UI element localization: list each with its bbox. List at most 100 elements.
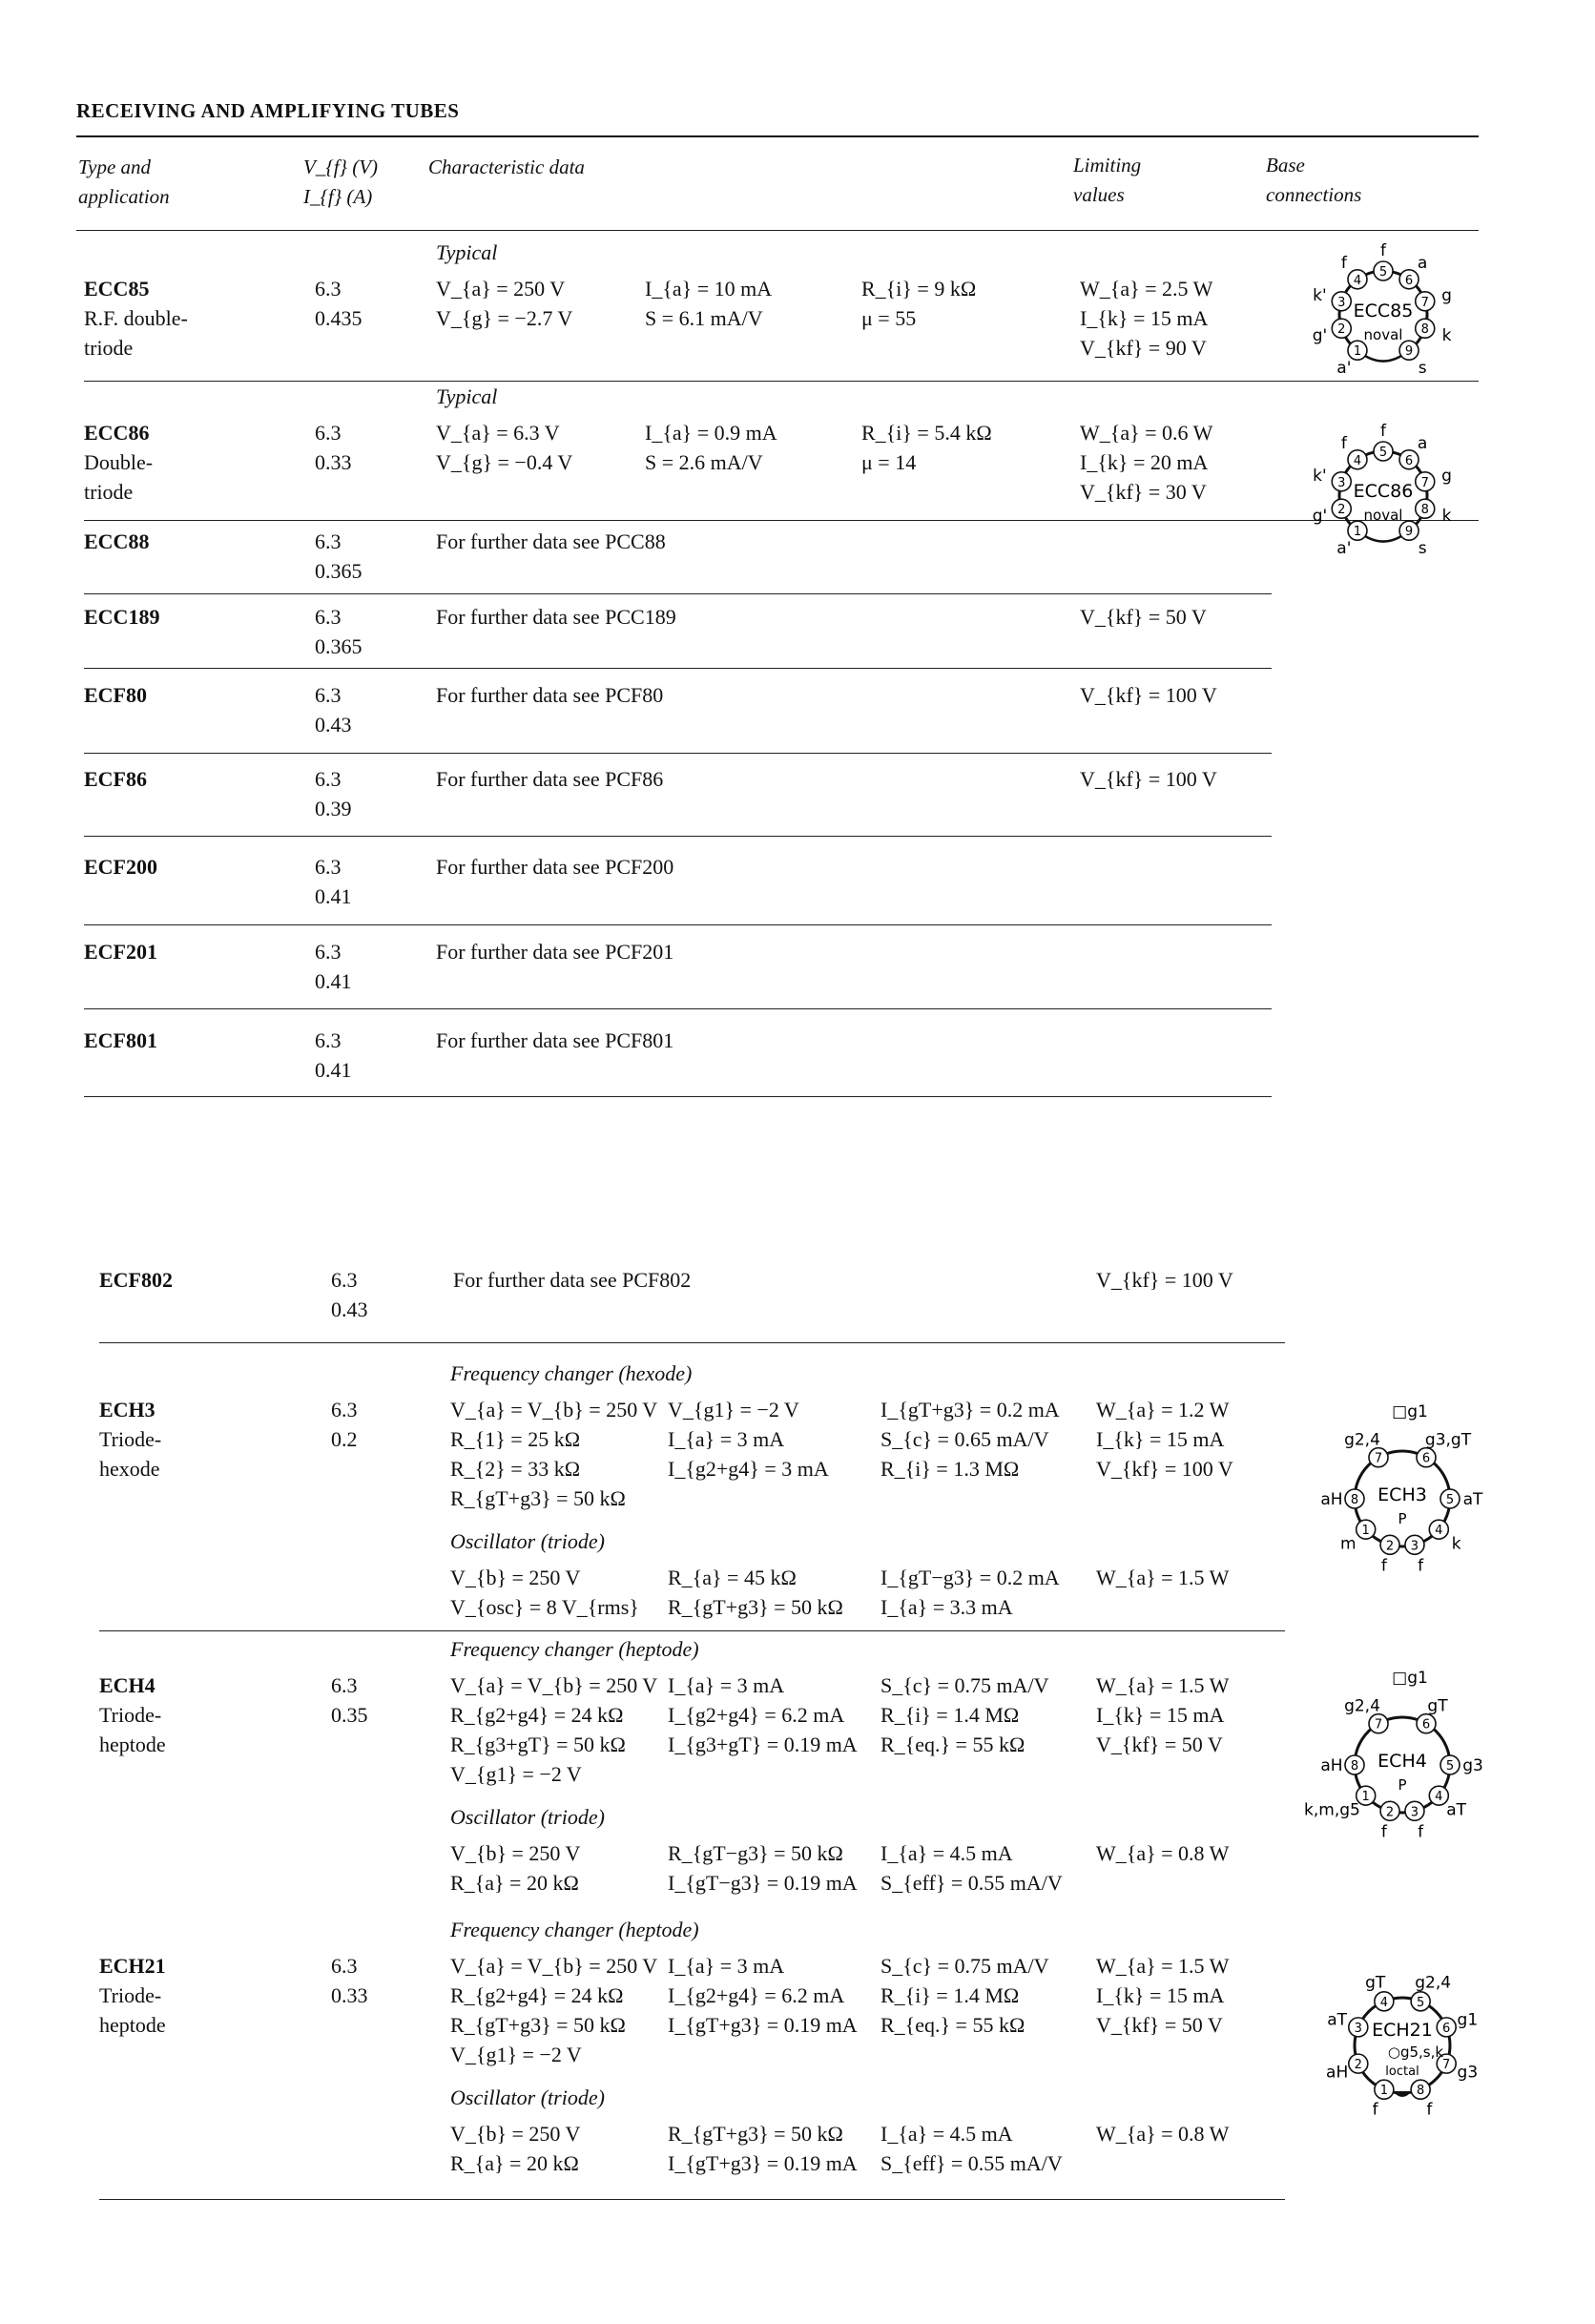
pin-number: 9 bbox=[1405, 344, 1413, 359]
further-data-note: For further data see PCF200 bbox=[436, 855, 674, 879]
pin-number: 7 bbox=[1421, 296, 1429, 310]
pin-3-icon bbox=[1331, 290, 1353, 312]
pin-number: 3 bbox=[1411, 1805, 1419, 1819]
pin-label: k' bbox=[1313, 467, 1327, 486]
row-divider bbox=[84, 753, 1272, 754]
pin-8-icon bbox=[1344, 1754, 1365, 1775]
limiting-value: W_{a} = 0.6 W bbox=[1080, 421, 1213, 445]
limiting-value: V_{kf} = 30 V bbox=[1080, 480, 1207, 504]
pin-label: f bbox=[1380, 422, 1387, 441]
characteristic-value: V_{g1} = −2 V bbox=[668, 1398, 799, 1421]
diagram-base-type: loctal bbox=[1385, 2065, 1419, 2079]
limiting-value: V_{kf} = 90 V bbox=[1080, 336, 1207, 360]
pin-number: 4 bbox=[1435, 1790, 1442, 1804]
characteristic-value: I_{a} = 3 mA bbox=[668, 1427, 785, 1451]
pin-5-icon bbox=[1410, 1991, 1431, 2012]
heater-voltage: 6.3 bbox=[331, 1268, 358, 1292]
header-limiting-line1: Limiting bbox=[1073, 154, 1142, 176]
characteristic-value: I_{gT+g3} = 0.19 mA bbox=[668, 2013, 858, 2037]
heater-voltage: 6.3 bbox=[331, 1398, 358, 1421]
pin-8-icon bbox=[1344, 1488, 1365, 1509]
grid1-top-cap-label: □g1 bbox=[1392, 1669, 1428, 1688]
heater-current: 0.41 bbox=[315, 969, 352, 993]
limiting-value: W_{a} = 2.5 W bbox=[1080, 277, 1213, 301]
pin-label: k' bbox=[1313, 286, 1327, 305]
pin-number: 6 bbox=[1422, 1452, 1430, 1466]
pin-7-icon bbox=[1436, 2053, 1457, 2074]
tube-type: ECF200 bbox=[84, 855, 157, 879]
pin-3-icon bbox=[1348, 2017, 1369, 2038]
characteristic-value: V_{g} = −2.7 V bbox=[436, 306, 573, 330]
heater-voltage: 6.3 bbox=[315, 1028, 342, 1052]
heater-current: 0.435 bbox=[315, 306, 362, 330]
limiting-value: I_{k} = 15 mA bbox=[1096, 1703, 1225, 1727]
pin-number: 3 bbox=[1337, 476, 1345, 490]
characteristic-value: I_{g2+g4} = 3 mA bbox=[668, 1457, 829, 1481]
characteristic-value: V_{a} = V_{b} = 250 V bbox=[450, 1673, 658, 1697]
tube-type: ECC86 bbox=[84, 421, 150, 445]
header-type-application: Type and application bbox=[78, 153, 170, 212]
heater-current: 0.33 bbox=[331, 1983, 368, 2007]
pin-label: g1 bbox=[1458, 2010, 1479, 2029]
row-divider bbox=[84, 381, 1479, 382]
pin-number: 1 bbox=[1362, 1524, 1370, 1538]
tube-application: Triode- bbox=[99, 1427, 162, 1451]
row-divider bbox=[99, 1630, 1285, 1631]
pin-2-icon bbox=[1348, 2053, 1369, 2074]
header-heater: V_{f} (V) I_{f} (A) bbox=[303, 153, 378, 212]
characteristic-value: I_{a} = 10 mA bbox=[645, 277, 773, 301]
characteristic-value: S_{eff} = 0.55 mA/V bbox=[880, 2151, 1063, 2175]
diagram-base-type: noval bbox=[1364, 326, 1403, 343]
characteristic-value: V_{g1} = −2 V bbox=[450, 1762, 582, 1786]
heater-voltage: 6.3 bbox=[315, 683, 342, 707]
pin-label: a bbox=[1418, 434, 1427, 453]
tube-type: ECC88 bbox=[84, 529, 150, 553]
characteristic-value: R_{a} = 20 kΩ bbox=[450, 2151, 579, 2175]
pin-label: g' bbox=[1313, 507, 1327, 526]
pin-number: 8 bbox=[1351, 1759, 1358, 1774]
heater-current: 0.33 bbox=[315, 450, 352, 474]
pin-label: s bbox=[1419, 359, 1427, 378]
section-label: Oscillator (triode) bbox=[450, 2085, 605, 2109]
tube-application: Triode- bbox=[99, 1703, 162, 1727]
header-vf: V_{f} (V) bbox=[303, 156, 379, 178]
further-data-note: For further data see PCF80 bbox=[436, 683, 664, 707]
pin-label: k bbox=[1442, 326, 1452, 345]
characteristic-value: I_{g2+g4} = 6.2 mA bbox=[668, 1703, 845, 1727]
characteristic-value: I_{gT−g3} = 0.19 mA bbox=[668, 1871, 858, 1895]
pin-number: 2 bbox=[1386, 1805, 1394, 1819]
pin-label: g bbox=[1441, 286, 1452, 305]
pin-number: 6 bbox=[1405, 454, 1413, 468]
characteristic-value: R_{gT+g3} = 50 kΩ bbox=[450, 2013, 626, 2037]
pin-label: aH bbox=[1326, 2064, 1348, 2083]
pin-8-icon bbox=[1414, 318, 1436, 340]
pin-number: 5 bbox=[1379, 265, 1387, 280]
pin-label: f bbox=[1341, 254, 1348, 273]
characteristic-value: R_{g2+g4} = 24 kΩ bbox=[450, 1983, 624, 2007]
pin-label: k bbox=[1452, 1534, 1461, 1553]
section-label: Oscillator (triode) bbox=[450, 1805, 605, 1829]
pin-number: 4 bbox=[1354, 454, 1361, 468]
section-label: Oscillator (triode) bbox=[450, 1529, 605, 1553]
pin-4-icon bbox=[1428, 1519, 1450, 1540]
pin-7-icon bbox=[1414, 290, 1436, 312]
row-divider bbox=[84, 836, 1272, 837]
further-data-note: For further data see PCF86 bbox=[436, 767, 664, 791]
pin-8-icon bbox=[1410, 2079, 1431, 2100]
limiting-value: W_{a} = 1.5 W bbox=[1096, 1954, 1230, 1978]
pin-number: 3 bbox=[1411, 1539, 1419, 1553]
pin-label: g' bbox=[1313, 326, 1327, 345]
characteristic-value: I_{gT−g3} = 0.2 mA bbox=[880, 1566, 1060, 1589]
tube-application: R.F. double- bbox=[84, 306, 188, 330]
characteristic-value: μ = 14 bbox=[861, 450, 917, 474]
section-label: Frequency changer (hexode) bbox=[450, 1361, 693, 1385]
tube-application: hexode bbox=[99, 1457, 160, 1481]
heater-current: 0.43 bbox=[331, 1297, 368, 1321]
pin-label: f bbox=[1381, 1823, 1388, 1842]
row-divider bbox=[84, 1096, 1272, 1097]
characteristic-value: R_{i} = 1.4 MΩ bbox=[880, 1703, 1020, 1727]
pin-label: aT bbox=[1327, 2010, 1347, 2029]
tube-type: ECF801 bbox=[84, 1028, 157, 1052]
pin-number: 5 bbox=[1379, 446, 1387, 460]
limiting-value: W_{a} = 0.8 W bbox=[1096, 2122, 1230, 2146]
